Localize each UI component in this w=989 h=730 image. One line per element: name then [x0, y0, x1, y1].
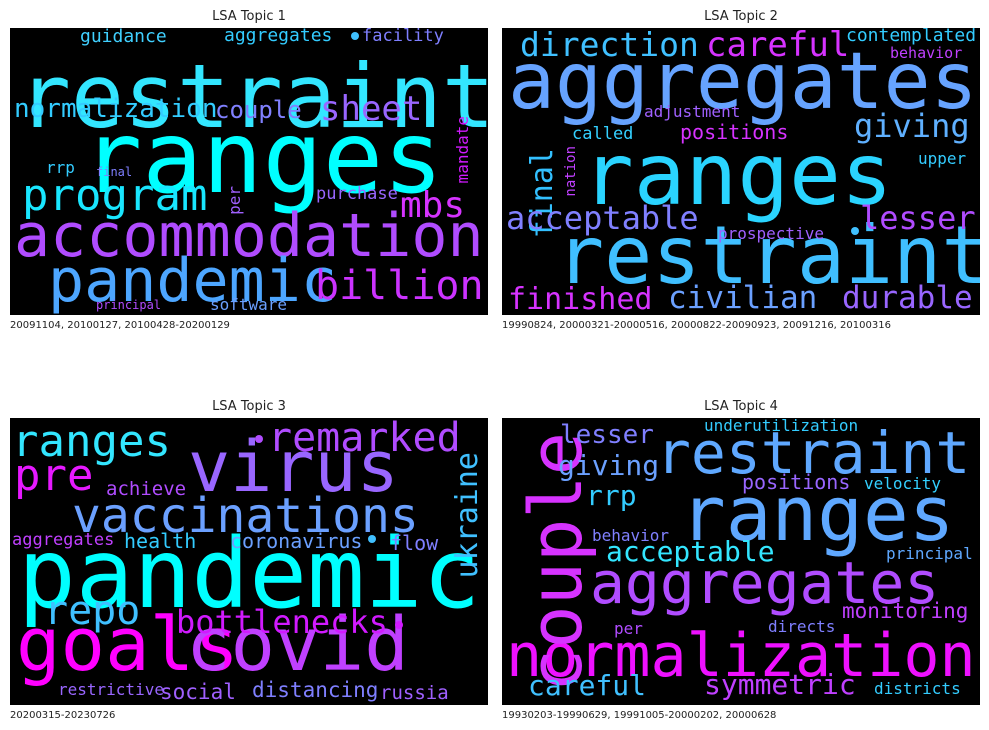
word-acceptable: acceptable — [606, 535, 775, 568]
word-nation: nation — [563, 146, 579, 197]
word-upper: upper — [918, 149, 967, 168]
word-districts: districts — [874, 679, 961, 698]
word-fragment-dot — [255, 435, 263, 443]
word-final: final — [96, 165, 133, 179]
word-pre: pre — [14, 450, 94, 501]
word-sheet: sheet — [320, 89, 423, 129]
word-aggregates: aggregates — [508, 37, 978, 127]
word-normalization: normalization — [506, 621, 976, 691]
word-bottlenecks: bottlenecks — [176, 603, 388, 641]
word-per: per — [225, 186, 244, 215]
word-positions: positions — [742, 470, 851, 494]
chart-title: LSA Topic 4 — [704, 399, 778, 414]
chart-caption: 20200315-20230726 — [10, 710, 116, 721]
chart-title: LSA Topic 1 — [212, 9, 286, 24]
word-prospective: prospective — [718, 224, 824, 243]
word-restraint: restraint — [656, 419, 971, 487]
word-principal: principal — [96, 298, 162, 312]
word-cloud-topic-4: ranges normalization restraint aggregates co… — [502, 418, 980, 705]
word-acceptable: acceptable — [506, 199, 699, 237]
word-pandemic: pandemic — [48, 246, 337, 315]
word-behavior: behavior — [890, 44, 963, 62]
word-principal: principal — [886, 544, 973, 563]
word-rrp: rrp — [46, 158, 75, 177]
word-ranges: ranges — [82, 99, 444, 216]
chart-caption: 19990824, 20000321-20000516, 20000822-20… — [502, 320, 891, 331]
word-cloud-topic-2: aggregates ranges restraint direction carefu… — [502, 28, 980, 315]
word-repo: repo — [44, 588, 141, 634]
word-durable: durable — [842, 280, 973, 315]
word-fragment-dot — [851, 227, 859, 235]
word-monitoring: monitoring — [842, 599, 969, 623]
word-billion: billion — [315, 263, 484, 309]
word-pandemic: pandemic — [18, 518, 481, 630]
word-giving: giving — [558, 449, 660, 482]
word-cloud-topic-3: pandemic virus goals covid vaccinations range… — [10, 418, 488, 705]
word-facility: facility — [362, 28, 444, 46]
word-achieve: achieve — [106, 478, 187, 500]
chart-title: LSA Topic 3 — [212, 399, 286, 414]
word-guidance: guidance — [80, 28, 167, 47]
word-purchase: purchase — [316, 184, 398, 204]
word-giving: giving — [854, 107, 970, 145]
word-aggregates: aggregates — [12, 530, 115, 550]
word-program: program — [22, 170, 208, 221]
word-software: software — [210, 295, 288, 314]
word-ranges: ranges — [582, 125, 893, 225]
word-ranges: ranges — [680, 469, 955, 558]
word-distancing: distancing — [252, 678, 379, 702]
word-called: called — [572, 124, 634, 144]
word-coronavirus: coronavirus — [230, 529, 363, 553]
word-aggregates: aggregates — [590, 549, 940, 617]
word-goals: goals — [16, 602, 239, 688]
word-vaccinations: vaccinations — [72, 488, 419, 544]
word-restraint: restraint — [556, 209, 980, 302]
word-symmetric: symmetric — [704, 668, 856, 701]
word-cloud-topic-1: restraint ranges accommodation pandemic prog… — [10, 28, 488, 315]
word-positions: positions — [680, 120, 789, 144]
word-social: social — [160, 680, 236, 704]
word-restraint: restraint — [18, 45, 488, 148]
word-couple: couple — [215, 96, 302, 124]
word-velocity: velocity — [864, 474, 942, 493]
word-fragment-dot — [368, 535, 376, 543]
word-russia: russia — [380, 682, 449, 704]
word-careful: careful — [706, 28, 850, 65]
word-lesser: lesser — [860, 199, 976, 237]
word-careful: careful — [528, 669, 647, 702]
chart-caption: 20091104, 20100127, 20100428-20200129 — [10, 320, 230, 331]
word-accommodation: accommodation — [14, 201, 484, 271]
word-ukraine: ukraine — [450, 452, 485, 579]
word-health: health — [124, 529, 197, 553]
chart-title: LSA Topic 2 — [704, 9, 778, 24]
word-ranges: ranges — [12, 418, 171, 467]
word-aggregates: aggregates — [224, 28, 333, 46]
word-civilian: civilian — [668, 280, 818, 315]
word-direction: direction — [520, 28, 699, 64]
word-flow: flow — [390, 531, 439, 555]
word-contemplated: contemplated — [846, 28, 977, 46]
word-per: per — [614, 619, 643, 638]
word-finished: finished — [508, 282, 653, 315]
word-directs: directs — [768, 617, 836, 636]
word-lesser: lesser — [560, 420, 654, 450]
word-virus: virus — [188, 426, 399, 508]
word-fragment-dot — [395, 621, 403, 629]
word-covid: covid — [186, 602, 409, 688]
word-mbs: mbs — [400, 185, 466, 226]
word-underutilization: underutilization — [704, 418, 859, 435]
word-restrictive: restrictive — [58, 680, 164, 699]
word-normalization: normalization — [14, 94, 218, 124]
word-fragment-dot — [351, 32, 359, 40]
word-behavior: behavior — [592, 526, 670, 545]
word-adjustment: adjustment — [644, 102, 741, 121]
word-mandate: mandate — [453, 116, 472, 184]
word-remarked: remarked — [268, 418, 461, 461]
word-rrp: rrp — [586, 479, 637, 512]
chart-caption: 19930203-19990629, 19991005-20000202, 20… — [502, 710, 777, 721]
